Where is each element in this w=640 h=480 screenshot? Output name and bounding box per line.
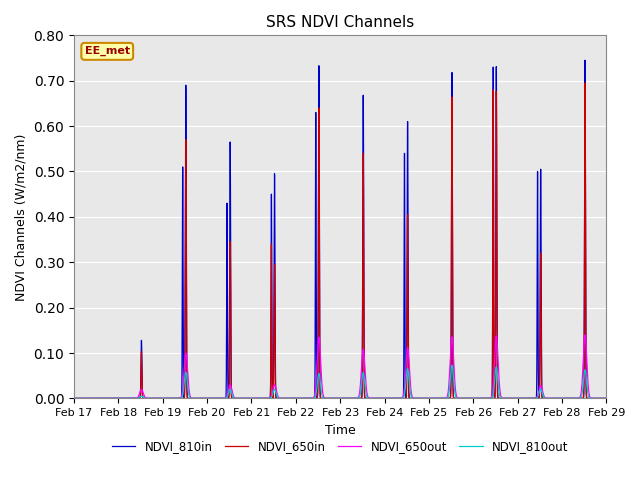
NDVI_810in — [311, 392, 319, 398]
NDVI_810in — [70, 396, 78, 401]
NDVI_650out — [70, 396, 78, 401]
NDVI_810out — [70, 396, 78, 401]
NDVI_650out — [470, 396, 478, 401]
NDVI_810in — [595, 396, 603, 401]
NDVI_810out — [540, 395, 548, 400]
NDVI_810out — [595, 396, 603, 401]
Text: EE_met: EE_met — [84, 46, 130, 57]
NDVI_810in — [540, 396, 548, 401]
NDVI_650in — [470, 396, 478, 401]
NDVI_810out — [76, 396, 84, 401]
Line: NDVI_650out: NDVI_650out — [74, 335, 606, 398]
Line: NDVI_810in: NDVI_810in — [74, 60, 606, 398]
NDVI_650out — [76, 396, 84, 401]
NDVI_650out — [581, 332, 589, 338]
NDVI_650in — [76, 396, 84, 401]
NDVI_650in — [595, 396, 603, 401]
NDVI_650out — [595, 396, 603, 401]
Line: NDVI_810out: NDVI_810out — [74, 365, 606, 398]
NDVI_810in — [602, 396, 610, 401]
NDVI_650in — [602, 396, 610, 401]
NDVI_810in — [470, 396, 478, 401]
X-axis label: Time: Time — [324, 424, 356, 437]
NDVI_810out — [196, 396, 204, 401]
NDVI_810out — [311, 395, 319, 401]
NDVI_810out — [602, 396, 610, 401]
NDVI_650out — [540, 393, 548, 399]
Legend: NDVI_810in, NDVI_650in, NDVI_650out, NDVI_810out: NDVI_810in, NDVI_650in, NDVI_650out, NDV… — [107, 435, 573, 458]
Title: SRS NDVI Channels: SRS NDVI Channels — [266, 15, 414, 30]
NDVI_810out — [470, 396, 478, 401]
Line: NDVI_650in: NDVI_650in — [74, 83, 606, 398]
NDVI_810in — [581, 58, 589, 63]
Y-axis label: NDVI Channels (W/m2/nm): NDVI Channels (W/m2/nm) — [15, 133, 28, 300]
NDVI_650out — [311, 392, 319, 397]
NDVI_650out — [196, 396, 204, 401]
NDVI_810in — [76, 396, 84, 401]
NDVI_810out — [448, 362, 456, 368]
NDVI_650in — [311, 396, 319, 401]
NDVI_650out — [602, 396, 610, 401]
NDVI_650in — [581, 80, 589, 86]
NDVI_650in — [70, 396, 78, 401]
NDVI_810in — [196, 396, 204, 401]
NDVI_650in — [196, 396, 204, 401]
NDVI_650in — [540, 396, 548, 401]
